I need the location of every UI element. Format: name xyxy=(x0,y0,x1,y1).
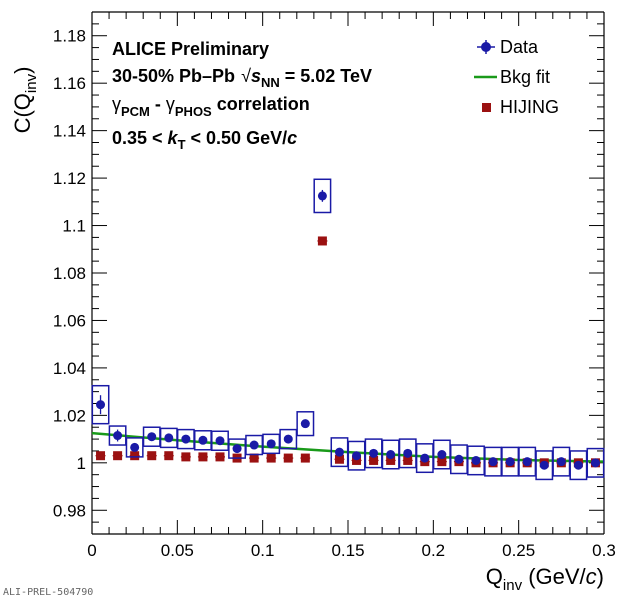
hijing-point xyxy=(369,455,379,465)
data-point xyxy=(164,433,174,443)
hijing-point xyxy=(130,451,140,461)
data-point xyxy=(386,450,396,460)
data-sys-box xyxy=(91,384,110,425)
data-series xyxy=(91,178,605,481)
hijing-point xyxy=(249,453,259,463)
data-point xyxy=(454,454,464,464)
y-tick-label: 1.02 xyxy=(53,406,86,425)
hijing-point xyxy=(96,451,106,461)
x-tick-label: 0.1 xyxy=(251,541,275,560)
hijing-point xyxy=(147,451,157,461)
data-point xyxy=(522,457,532,467)
legend-data-marker xyxy=(481,42,491,52)
data-point xyxy=(539,460,549,470)
data-point xyxy=(573,460,583,470)
data-point xyxy=(96,400,106,410)
data-point xyxy=(317,191,327,201)
data-point xyxy=(505,457,515,467)
legend-entry-data: Data xyxy=(477,37,539,57)
data-point xyxy=(403,448,413,458)
data-sys-box xyxy=(313,178,332,214)
y-tick-label: 1.06 xyxy=(53,311,86,330)
hijing-point xyxy=(283,453,293,463)
y-axis-title: C(Qinv) xyxy=(10,67,40,134)
annotation-block: ALICE Preliminary 30-50% Pb–Pb √sNN = 5.0… xyxy=(112,39,372,152)
annotation-correlation: γPCM - γPHOS correlation xyxy=(112,94,310,119)
data-sys-box xyxy=(108,425,127,446)
data-point xyxy=(215,436,225,446)
legend: Data Bkg fit HIJING xyxy=(474,37,559,117)
data-point xyxy=(249,440,259,450)
hijing-point xyxy=(437,457,447,467)
annotation-alice-preliminary: ALICE Preliminary xyxy=(112,39,269,59)
data-sys-box xyxy=(125,437,144,458)
hijing-point xyxy=(300,453,310,463)
data-point xyxy=(266,439,276,449)
y-tick-label: 0.98 xyxy=(53,501,86,520)
hijing-point xyxy=(164,451,174,461)
y-tick-label: 1 xyxy=(77,454,86,473)
y-tick-label: 1.16 xyxy=(53,74,86,93)
hijing-point xyxy=(113,451,123,461)
y-ticks: 0.98 1 1.02 1.04 1.06 1.08 1.1 1.12 1.14 1.16 1.18 xyxy=(53,11,604,535)
legend-fit-label: Bkg fit xyxy=(500,67,550,87)
legend-hijing-label: HIJING xyxy=(500,97,559,117)
y-tick-label: 1.08 xyxy=(53,264,86,283)
annotation-collision-system: 30-50% Pb–Pb √sNN = 5.02 TeV xyxy=(112,66,372,90)
data-point xyxy=(232,444,242,454)
y-tick-label: 1.04 xyxy=(53,359,86,378)
hijing-point xyxy=(403,455,413,465)
y-tick-label: 1.1 xyxy=(62,217,86,236)
data-sys-box xyxy=(586,447,605,478)
x-tick-label: 0.2 xyxy=(422,541,446,560)
data-sys-box xyxy=(296,411,315,437)
x-tick-label: 0.15 xyxy=(331,541,364,560)
data-point xyxy=(471,455,481,465)
x-tick-label: 0.05 xyxy=(161,541,194,560)
data-point xyxy=(369,448,379,458)
annotation-kt-range: 0.35 < kT < 0.50 GeV/c xyxy=(112,128,297,152)
y-tick-label: 1.14 xyxy=(53,122,86,141)
legend-entry-bkg-fit: Bkg fit xyxy=(474,67,550,87)
hijing-point xyxy=(198,452,208,462)
x-tick-label: 0.3 xyxy=(592,541,616,560)
hijing-point xyxy=(334,454,344,464)
legend-hijing-marker xyxy=(482,103,491,112)
data-point xyxy=(283,434,293,444)
y-tick-label: 1.12 xyxy=(53,169,86,188)
data-point xyxy=(334,447,344,457)
y-tick-label: 1.18 xyxy=(53,27,86,46)
hijing-point xyxy=(386,455,396,465)
hijing-point xyxy=(352,455,362,465)
x-axis-title: Qinv (GeV/c) xyxy=(486,564,604,594)
data-point xyxy=(300,419,310,429)
x-tick-label: 0.25 xyxy=(502,541,535,560)
data-point xyxy=(181,434,191,444)
hijing-point xyxy=(181,452,191,462)
data-point xyxy=(488,457,498,467)
legend-entry-hijing: HIJING xyxy=(482,97,559,117)
data-point xyxy=(113,431,123,441)
data-sys-box xyxy=(279,428,298,450)
x-ticks: 0 0.05 0.1 0.15 0.2 0.25 0.3 xyxy=(87,12,616,560)
legend-data-label: Data xyxy=(500,37,539,57)
data-point xyxy=(198,435,208,445)
data-point xyxy=(590,458,600,468)
hijing-point xyxy=(317,236,327,246)
hijing-series xyxy=(95,236,601,468)
data-point xyxy=(420,453,430,463)
data-point xyxy=(147,432,157,442)
data-point xyxy=(352,451,362,461)
x-tick-label: 0 xyxy=(87,541,96,560)
hijing-point xyxy=(215,452,225,462)
data-point xyxy=(130,442,140,452)
data-point xyxy=(437,450,447,460)
hijing-point xyxy=(266,453,276,463)
preliminary-id-footer: ALI-PREL-504790 xyxy=(3,587,94,598)
data-point xyxy=(556,457,566,467)
